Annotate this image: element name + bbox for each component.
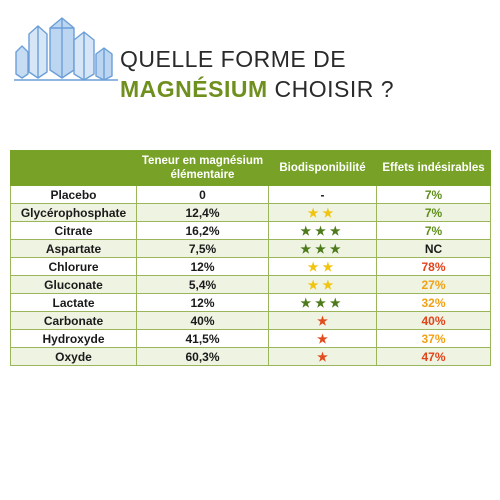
content-cell: 12,4% [136,203,269,222]
bioavailability-cell: ★ [268,347,377,366]
bioavailability-cell: ★★★ [268,221,377,240]
side-effects-cell: 32% [376,293,491,312]
form-name-cell: Gluconate [10,275,137,294]
content-cell: 41,5% [136,329,269,348]
header-side-effects: Effets indésirables [376,150,491,186]
title-rest: CHOISIR ? [267,76,395,102]
side-effects-cell: 40% [376,311,491,330]
content-cell: 12% [136,293,269,312]
table-row: Glycérophosphate 12,4% ★★ 7% [10,203,491,222]
bioavailability-cell: ★ [268,311,377,330]
table-row: Oxyde 60,3% ★ 47% [10,347,491,366]
side-effects-cell: 78% [376,257,491,276]
form-name-cell: Chlorure [10,257,137,276]
table-header-row: Teneur en magnésium élémentaire Biodispo… [10,150,491,186]
title-highlight: MAGNÉSIUM [120,76,268,102]
side-effects-cell: 7% [376,203,491,222]
bioavailability-cell: ★ [268,329,377,348]
content-cell: 7,5% [136,239,269,258]
table-row: Carbonate 40% ★ 40% [10,311,491,330]
table-row: Hydroxyde 41,5% ★ 37% [10,329,491,348]
content-cell: 5,4% [136,275,269,294]
header-form [10,150,137,186]
form-name-cell: Citrate [10,221,137,240]
magnesium-comparison-table: Teneur en magnésium élémentaire Biodispo… [10,150,491,366]
form-name-cell: Glycérophosphate [10,203,137,222]
page-title: QUELLE FORME DE MAGNÉSIUM CHOISIR ? [120,44,394,104]
side-effects-cell: 7% [376,221,491,240]
bioavailability-cell: - [268,185,377,204]
bioavailability-cell: ★★ [268,203,377,222]
side-effects-cell: 27% [376,275,491,294]
table-row: Placebo 0-7% [10,185,491,204]
table-row: Aspartate 7,5% ★★★ NC [10,239,491,258]
content-cell: 40% [136,311,269,330]
form-name-cell: Hydroxyde [10,329,137,348]
content-cell: 0 [136,185,269,204]
crystal-cluster-icon [14,12,118,84]
bioavailability-cell: ★★ [268,275,377,294]
content-cell: 16,2% [136,221,269,240]
form-name-cell: Aspartate [10,239,137,258]
side-effects-cell: 47% [376,347,491,366]
content-cell: 12% [136,257,269,276]
bioavailability-cell: ★★★ [268,293,377,312]
title-line-2: MAGNÉSIUM CHOISIR ? [120,74,394,104]
form-name-cell: Placebo [10,185,137,204]
side-effects-cell: 37% [376,329,491,348]
header-content: Teneur en magnésium élémentaire [136,150,269,186]
bioavailability-cell: ★★★ [268,239,377,258]
content-cell: 60,3% [136,347,269,366]
table-row: Lactate 12% ★★★ 32% [10,293,491,312]
form-name-cell: Lactate [10,293,137,312]
table-row: Citrate 16,2% ★★★ 7% [10,221,491,240]
table-row: Gluconate 5,4% ★★ 27% [10,275,491,294]
form-name-cell: Oxyde [10,347,137,366]
header-bioavailability: Biodisponibilité [268,150,377,186]
side-effects-cell: 7% [376,185,491,204]
table-row: Chlorure 12% ★★ 78% [10,257,491,276]
bioavailability-cell: ★★ [268,257,377,276]
form-name-cell: Carbonate [10,311,137,330]
side-effects-cell: NC [376,239,491,258]
title-line-1: QUELLE FORME DE [120,46,347,72]
